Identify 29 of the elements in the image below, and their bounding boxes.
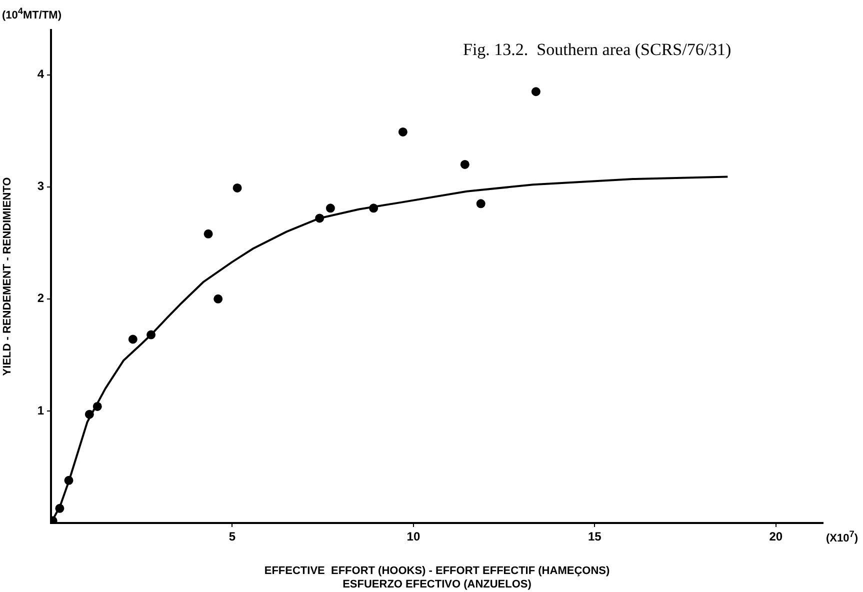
x-tick-label: 10 [406,530,420,544]
x-tick-label: 15 [588,530,602,544]
point [55,504,64,513]
point [315,214,324,223]
y-tick-label: 3 [37,179,44,194]
point [398,127,408,136]
text: (X10$^{7}$) [826,529,858,545]
point [64,476,74,485]
point [232,183,242,192]
point [214,294,223,304]
point [92,402,102,411]
point [460,160,470,169]
text: (10$^{4}$MT/TM) [2,6,62,22]
y-tick-label: 2 [37,291,44,306]
y-tick-label: 1 [37,403,44,418]
point [369,204,378,213]
text: Fig. 13.2. Southern area (SCRS/76/31) [463,40,732,60]
point [128,334,138,344]
point [476,199,486,208]
point [204,229,213,238]
point [84,410,94,419]
x-axis-title: EFFECTIVE EFFORT (HOOKS) - EFFORT EFFECTIF (HAMEÇONS) ESFUERZO EFECTIVO (ANZUELOS) [264,565,610,590]
point [326,204,335,213]
point [146,330,156,340]
y-tick-label: 4 [37,67,44,82]
y-axis-title: YIELD - RENDEMENT - RENDIMIENTO [2,176,14,376]
point [531,87,540,96]
x-tick-label: 20 [769,530,783,544]
x-tick-label: 5 [228,530,236,544]
